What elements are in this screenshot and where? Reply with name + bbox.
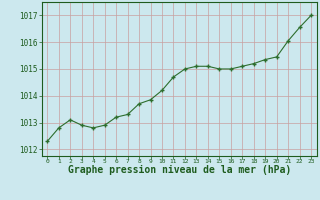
X-axis label: Graphe pression niveau de la mer (hPa): Graphe pression niveau de la mer (hPa)	[68, 165, 291, 175]
